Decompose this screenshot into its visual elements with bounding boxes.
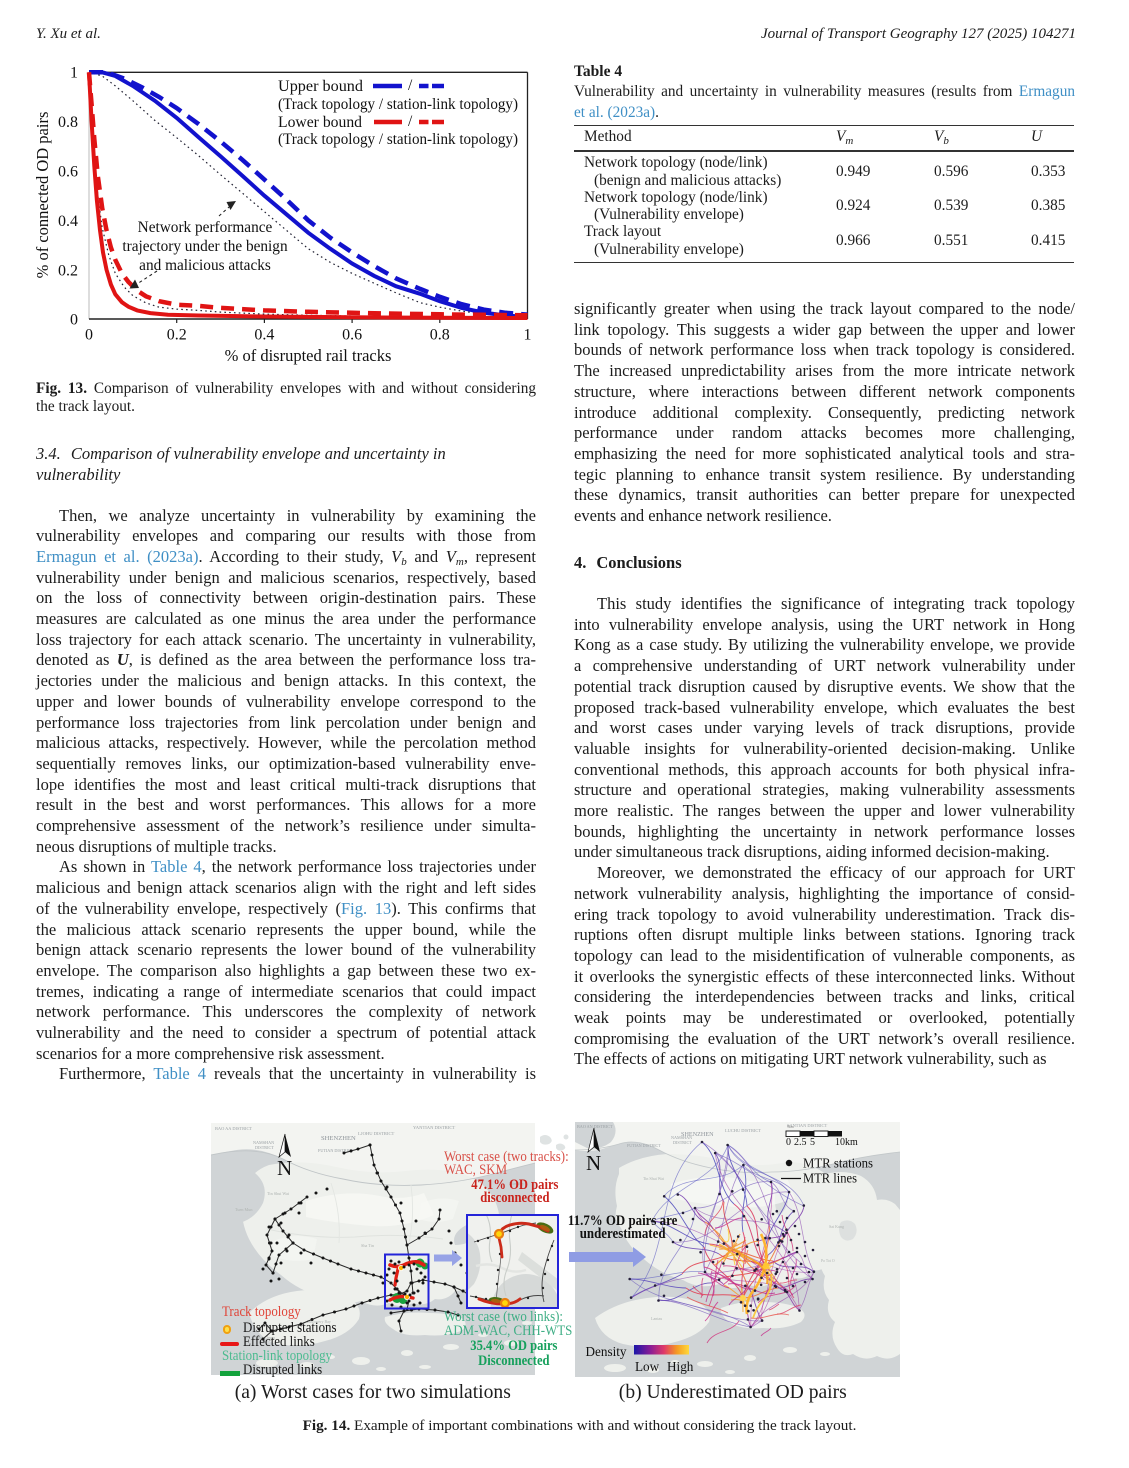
- svg-text:0.8: 0.8: [430, 327, 450, 344]
- svg-text:Upper bound: Upper bound: [278, 78, 363, 95]
- svg-text:YANTIAN DISTRICT: YANTIAN DISTRICT: [413, 1125, 455, 1130]
- svg-text:Network performance: Network performance: [138, 219, 273, 236]
- svg-text:0.4: 0.4: [254, 327, 274, 344]
- svg-text:/: /: [408, 113, 413, 130]
- svg-text:SANTIAN DISTRICT: SANTIAN DISTRICT: [787, 1123, 827, 1128]
- svg-text:SHENZHEN: SHENZHEN: [321, 1135, 356, 1142]
- svg-text:N: N: [277, 1156, 292, 1180]
- svg-text:Mirs Bay: Mirs Bay: [509, 1181, 524, 1186]
- svg-text:Lantau: Lantau: [651, 1316, 662, 1321]
- svg-text:1: 1: [524, 327, 532, 344]
- svg-text:/: /: [408, 77, 413, 94]
- svg-text:0: 0: [70, 312, 78, 329]
- svg-text:Sai Kung: Sai Kung: [829, 1224, 844, 1229]
- svg-text:% of connected OD pairs: % of connected OD pairs: [36, 112, 52, 279]
- svg-text:Low: Low: [635, 1359, 660, 1374]
- svg-text:5: 5: [810, 1137, 815, 1148]
- svg-text:SHENZHEN: SHENZHEN: [681, 1131, 714, 1138]
- svg-text:(Track topology / station-link: (Track topology / station-link topology): [278, 96, 518, 113]
- svg-text:Tuen Mun: Tuen Mun: [235, 1207, 253, 1212]
- svg-text:FUTIAN DISTRICT: FUTIAN DISTRICT: [318, 1148, 354, 1153]
- svg-text:0.2: 0.2: [167, 327, 187, 344]
- svg-text:Sha Tin: Sha Tin: [361, 1243, 375, 1248]
- svg-text:DISTRICT: DISTRICT: [673, 1140, 692, 1145]
- svg-text:DISTRICT: DISTRICT: [255, 1145, 274, 1150]
- svg-text:trajectory under the benign: trajectory under the benign: [122, 238, 288, 255]
- svg-text:NAMSHAN: NAMSHAN: [253, 1140, 274, 1145]
- svg-text:0.8: 0.8: [58, 114, 78, 131]
- svg-text:(Track topology / station-link: (Track topology / station-link topology): [278, 131, 518, 148]
- svg-text:NAMSHAN: NAMSHAN: [671, 1135, 692, 1140]
- svg-text:1: 1: [70, 65, 78, 82]
- svg-text:10km: 10km: [835, 1137, 858, 1148]
- svg-text:% of disrupted rail tracks: % of disrupted rail tracks: [225, 346, 392, 365]
- svg-text:Density: Density: [586, 1344, 627, 1359]
- svg-text:2.5: 2.5: [794, 1137, 807, 1148]
- svg-text:LUCHU DISTRICT: LUCHU DISTRICT: [725, 1128, 761, 1133]
- svg-text:MTR stations: MTR stations: [803, 1156, 873, 1171]
- svg-text:9km: 9km: [787, 1125, 794, 1129]
- svg-text:N: N: [586, 1151, 601, 1175]
- svg-text:Lower bound: Lower bound: [278, 114, 362, 131]
- svg-text:Po Toi O: Po Toi O: [821, 1259, 835, 1263]
- svg-text:BAO AN DISTRICT: BAO AN DISTRICT: [577, 1124, 613, 1129]
- svg-text:0.6: 0.6: [342, 327, 362, 344]
- svg-text:FUTIAN DISTRICT: FUTIAN DISTRICT: [627, 1143, 661, 1148]
- svg-text:0: 0: [85, 327, 93, 344]
- svg-text:High: High: [667, 1359, 694, 1374]
- svg-text:Tin Shui Wai: Tin Shui Wai: [643, 1176, 665, 1181]
- svg-text:Tin Shui Wai: Tin Shui Wai: [267, 1191, 290, 1196]
- svg-text:0.4: 0.4: [58, 213, 78, 230]
- svg-text:0.2: 0.2: [58, 263, 78, 280]
- svg-text:0: 0: [786, 1137, 791, 1148]
- svg-text:and malicious attacks: and malicious attacks: [139, 257, 271, 274]
- svg-text:LJOHU DISTRICT: LJOHU DISTRICT: [358, 1131, 395, 1136]
- svg-text:...: ...: [863, 1166, 866, 1171]
- svg-text:0.6: 0.6: [58, 164, 78, 181]
- svg-text:MTR lines: MTR lines: [803, 1171, 857, 1186]
- svg-text:BAO AA DISTRICT: BAO AA DISTRICT: [215, 1126, 252, 1131]
- svg-text:Discovery Bay: Discovery Bay: [307, 1319, 331, 1324]
